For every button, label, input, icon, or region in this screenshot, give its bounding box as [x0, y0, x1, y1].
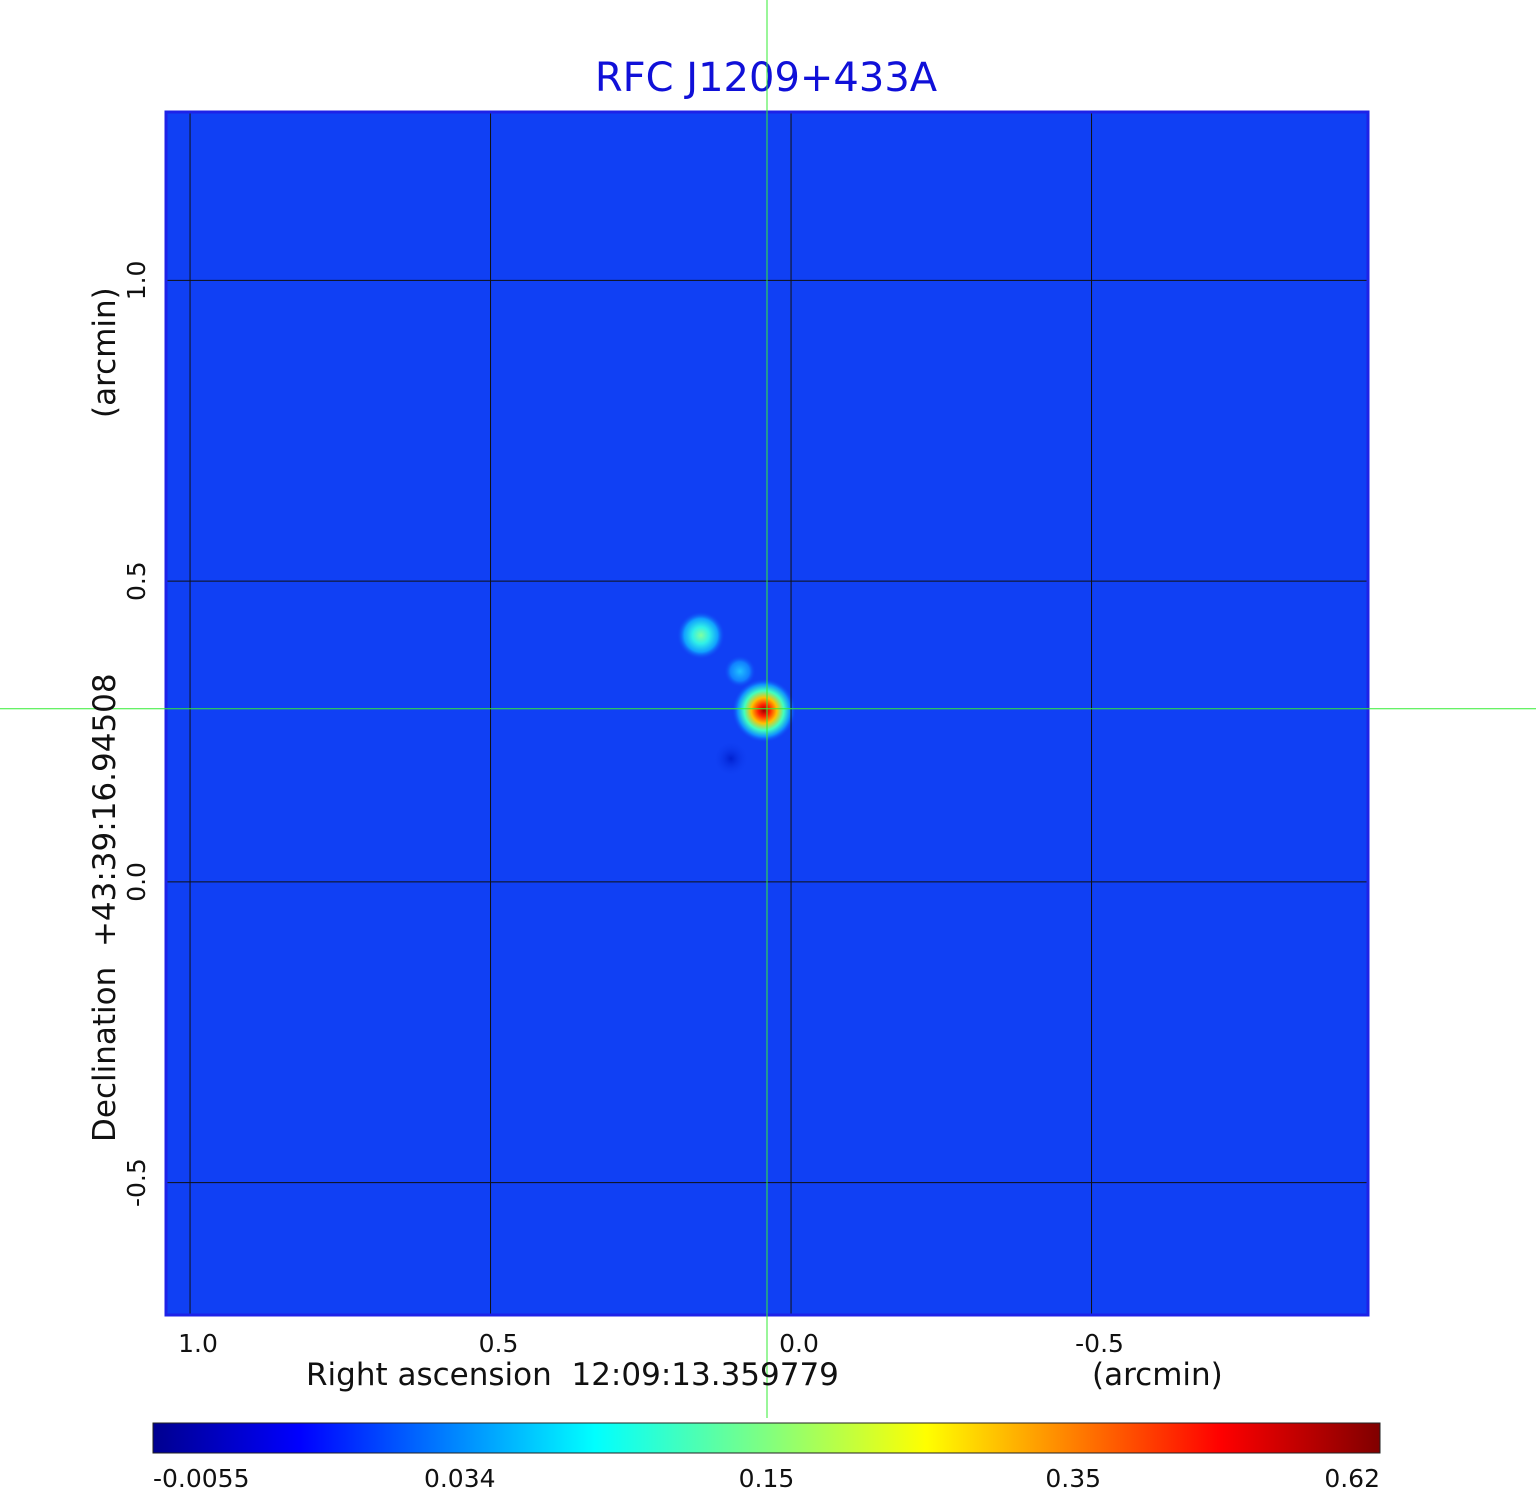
colorbar: [152, 1422, 1381, 1454]
y-tick-label: 0.0: [122, 862, 151, 902]
negative-residual: [712, 740, 749, 777]
y-tick-label: 1.0: [122, 261, 151, 301]
y-axis-label: Declination +43:39:16.94508: [87, 673, 123, 1142]
colorbar-tick-label: 0.034: [424, 1464, 496, 1493]
emission-layer: [676, 611, 796, 777]
colorbar-tick-label: 0.62: [1324, 1464, 1380, 1493]
x-tick-label: 1.0: [178, 1329, 218, 1358]
x-axis-label: Right ascension 12:09:13.359779: [306, 1357, 839, 1393]
colorbar-tick-label: 0.15: [739, 1464, 795, 1493]
x-tick-labels: 1.0 0.5 0.0 -0.5: [178, 1329, 1124, 1358]
x-tick-label: -0.5: [1075, 1329, 1124, 1358]
colorbar-tick-label: -0.0055: [153, 1464, 250, 1493]
x-tick-label: 0.5: [479, 1329, 519, 1358]
colorbar-tick-label: 0.35: [1045, 1464, 1101, 1493]
colorbar-tick-labels: -0.0055 0.034 0.15 0.35 0.62: [153, 1464, 1380, 1493]
y-tick-label: 0.5: [122, 561, 151, 601]
emission-source-2: [676, 611, 725, 660]
x-axis-unit: (arcmin): [1092, 1357, 1223, 1393]
y-tick-label: -0.5: [122, 1158, 151, 1207]
chart-title: RFC J1209+433A: [595, 55, 938, 101]
emission-source-1: [731, 678, 796, 743]
x-tick-label: 0.0: [779, 1329, 819, 1358]
emission-source-3: [723, 655, 756, 688]
y-tick-labels: 1.0 0.5 0.0 -0.5: [122, 261, 151, 1208]
crosshair: [0, 0, 1536, 1418]
coordinate-grid: [166, 112, 1368, 1315]
y-axis-unit: (arcmin): [87, 287, 123, 418]
